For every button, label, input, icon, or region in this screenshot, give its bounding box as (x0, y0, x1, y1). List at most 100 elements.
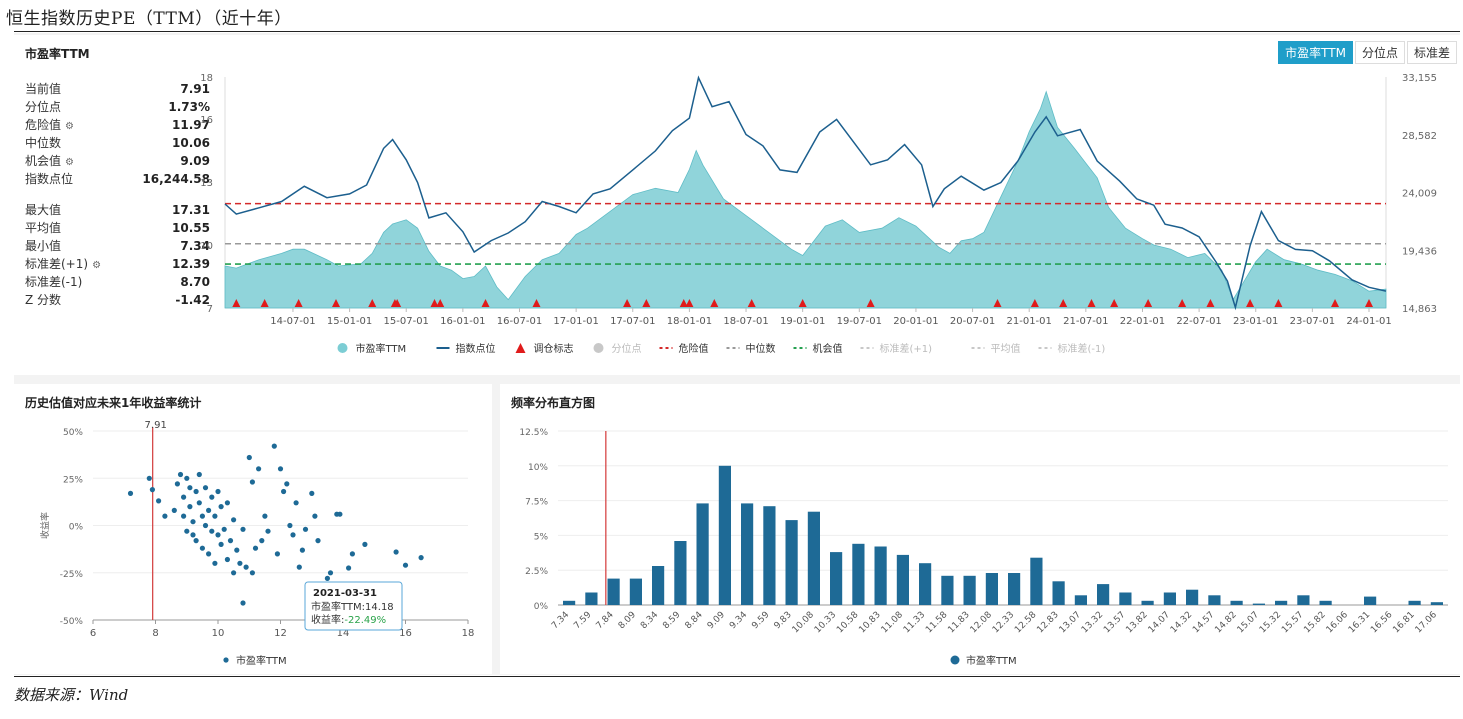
rebalance-marker (1365, 299, 1374, 307)
legend-label: 中位数 (746, 342, 776, 355)
histogram-y-tick-label: 10% (528, 463, 548, 473)
histogram-bar (919, 563, 932, 605)
settings-gear-icon[interactable]: ⚙ (65, 121, 74, 132)
histogram-x-tick-label: 14.82 (1213, 610, 1238, 635)
scatter-point (290, 532, 296, 538)
rebalance-marker (532, 299, 541, 307)
histogram-x-tick-label: 8.09 (617, 610, 638, 631)
scatter-point (224, 556, 230, 563)
scatter-point (418, 555, 424, 561)
scatter-x-tick-label: 8 (152, 628, 158, 639)
stat-row: Z 分数 -1.42 (25, 291, 210, 309)
rebalance-marker (260, 299, 269, 307)
histogram-x-tick-label: 17.06 (1414, 610, 1439, 635)
tooltip-return: 收益率:-22.49% (311, 613, 386, 626)
stat-label-text: 中位数 (25, 136, 62, 150)
scatter-point (196, 500, 202, 506)
stat-label: Z 分数 (25, 291, 61, 309)
x-tick-label: 15-01-01 (327, 316, 372, 327)
rebalance-marker (393, 299, 402, 307)
rebalance-marker (679, 299, 688, 307)
scatter-point (215, 488, 221, 495)
scatter-point (181, 513, 187, 519)
stat-row: 平均值 10.55 (25, 219, 210, 237)
stat-value: 12.39 (172, 257, 210, 271)
settings-gear-icon[interactable]: ⚙ (65, 157, 74, 168)
scatter-point (393, 549, 399, 555)
stat-label-text: 指数点位 (25, 172, 74, 186)
histogram-x-tick-label: 10.58 (835, 610, 860, 635)
histogram-bar (1364, 596, 1377, 605)
scatter-point (315, 538, 321, 544)
rebalance-marker (1274, 299, 1283, 307)
scatter-point (262, 513, 268, 519)
histogram-bar (1141, 600, 1154, 605)
scatter-point (299, 547, 305, 553)
scatter-point (196, 471, 202, 478)
histogram-bar (963, 575, 976, 605)
stat-label-text: 危险值 (25, 118, 62, 132)
histogram-bar (1074, 595, 1087, 605)
scatter-point (309, 490, 315, 496)
y-left-tick-label: 10 (200, 241, 213, 252)
tab-std-dev[interactable]: 标准差 (1406, 41, 1457, 64)
scatter-point (296, 564, 302, 570)
histogram-bar (1408, 600, 1421, 605)
index-level-line (224, 75, 1387, 311)
scatter-point (302, 526, 309, 532)
stat-label: 最小值 (25, 237, 61, 255)
histogram-bar (563, 600, 576, 605)
scatter-point (349, 551, 355, 557)
scatter-point (252, 545, 259, 551)
tab-percentile[interactable]: 分位点 (1354, 41, 1405, 64)
rebalance-marker (1246, 299, 1255, 307)
legend-label: 市盈率TTM (356, 342, 407, 355)
stats-panel: 当前值 7.91 分位点 1.73% 危险值 ⚙ 11.97 中位数 10.06 机会值 ⚙ 9.09… (25, 80, 210, 309)
scatter-point (293, 500, 299, 506)
settings-gear-icon[interactable]: ⚙ (92, 260, 102, 271)
scatter-x-tick-label: 10 (212, 628, 225, 639)
histogram-legend-dot (950, 655, 960, 665)
scatter-point (287, 522, 293, 529)
scatter-point (259, 538, 265, 544)
rebalance-marker (1087, 299, 1096, 307)
x-tick-label: 20-07-01 (950, 316, 995, 327)
scatter-point (193, 538, 199, 544)
stat-value: 7.34 (180, 239, 210, 253)
histogram-bar (1297, 595, 1310, 605)
pe-panel-title: 市盈率TTM (25, 47, 90, 61)
histogram-bar (718, 465, 731, 605)
histogram-x-tick-label: 11.83 (946, 610, 971, 635)
scatter-x-tick-label: 18 (462, 628, 475, 639)
scatter-point (231, 517, 237, 523)
tab-pe-ttm[interactable]: 市盈率TTM (1278, 41, 1353, 64)
x-tick-label: 19-01-01 (780, 316, 825, 327)
stat-value: 11.97 (172, 118, 210, 132)
y-left-tick-label: 16 (200, 115, 213, 126)
histogram-bar (1186, 589, 1199, 605)
stat-row: 标准差(-1) 8.70 (25, 273, 210, 291)
scatter-point (187, 504, 193, 510)
histogram-bar (785, 520, 798, 605)
rebalance-marker (747, 299, 756, 307)
stat-value: 10.06 (172, 136, 210, 150)
scatter-y-tick-label: 25% (63, 475, 83, 485)
stat-row: 分位点 1.73% (25, 98, 210, 116)
legend-label: 标准差(+1) (880, 342, 933, 355)
scatter-point (193, 488, 199, 495)
stat-label: 指数点位 (25, 170, 73, 188)
histogram-x-tick-label: 14.57 (1191, 610, 1216, 635)
histogram-bar (696, 503, 709, 605)
scatter-point (234, 547, 240, 553)
scatter-point (402, 562, 409, 568)
stat-row: 危险值 ⚙ 11.97 (25, 116, 210, 134)
rebalance-marker (993, 299, 1002, 307)
scatter-point (202, 522, 209, 529)
y-right-tick-label: 33,155 (1402, 73, 1437, 84)
scatter-point (190, 532, 196, 538)
y-right-tick-label: 19,436 (1402, 246, 1437, 257)
scatter-point (162, 513, 168, 519)
stat-value: 1.73% (168, 100, 210, 114)
scatter-y-tick-label: -25% (60, 570, 84, 580)
histogram-x-tick-label: 11.33 (902, 610, 927, 635)
